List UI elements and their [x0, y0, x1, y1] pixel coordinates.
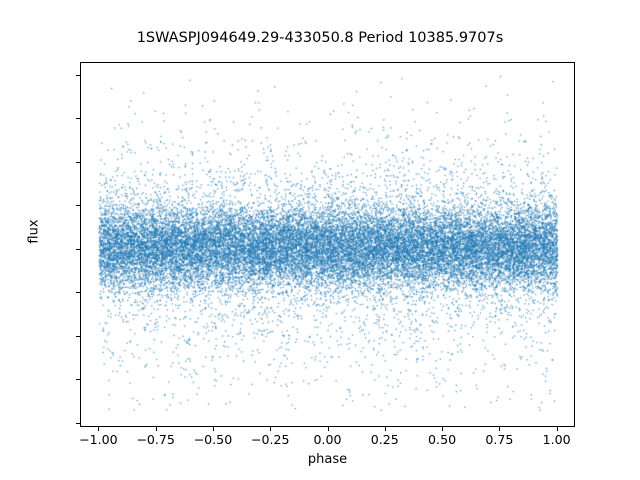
x-axis-tick-label: 0.00: [313, 432, 342, 447]
x-axis-tick-mark: [212, 427, 214, 431]
y-axis-tick-mark: [76, 292, 80, 294]
scatter-points-layer: [81, 63, 574, 426]
y-axis-tick-mark: [76, 161, 80, 163]
y-axis-tick-mark: [76, 205, 80, 207]
y-axis-tick-mark: [76, 248, 80, 250]
x-axis-tick-mark: [384, 427, 386, 431]
y-axis-tick-mark: [76, 422, 80, 424]
chart-title: 1SWASPJ094649.29-433050.8 Period 10385.9…: [136, 30, 504, 46]
x-axis-tick-label: −0.50: [193, 432, 233, 447]
x-axis-tick-label: 1.00: [542, 432, 571, 447]
x-axis-tick-mark: [270, 427, 272, 431]
x-axis-label: phase: [307, 452, 348, 467]
x-axis-tick-mark: [327, 427, 329, 431]
plot-area: [80, 62, 575, 427]
y-axis-tick-mark: [76, 118, 80, 120]
x-axis-tick-label: −1.00: [79, 432, 118, 447]
x-axis-tick-label: 0.50: [428, 432, 457, 447]
y-axis-tick-mark: [76, 75, 80, 77]
x-axis-tick-label: 0.75: [485, 432, 514, 447]
x-axis-tick-label: 0.25: [370, 432, 399, 447]
y-axis-label: flux: [26, 219, 42, 244]
x-axis-tick-mark: [499, 427, 501, 431]
x-axis-tick-mark: [155, 427, 157, 431]
y-axis-tick-mark: [76, 379, 80, 381]
x-axis-tick-label: −0.25: [250, 432, 290, 447]
x-axis-tick-mark: [98, 427, 100, 431]
x-axis-tick-mark: [556, 427, 558, 431]
x-axis-tick-label: −0.75: [136, 432, 175, 447]
x-axis-tick-mark: [442, 427, 444, 431]
y-axis-tick-mark: [76, 335, 80, 337]
